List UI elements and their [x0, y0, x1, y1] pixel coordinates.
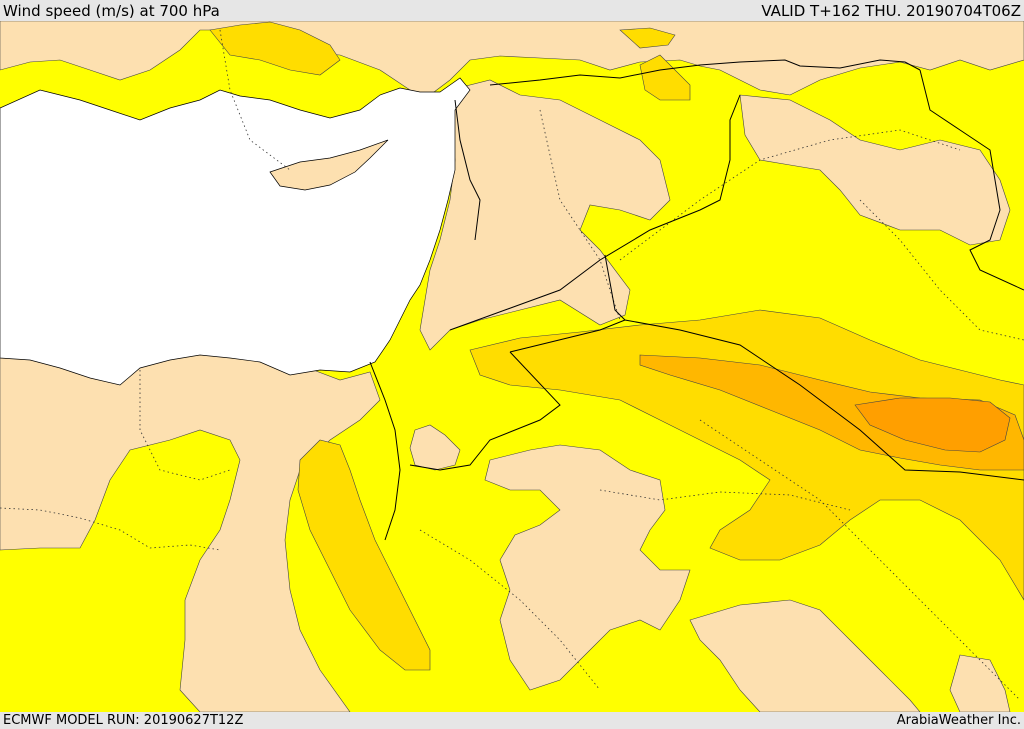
footer-bar: ECMWF MODEL RUN: 20190627T12Z ArabiaWeat… [0, 712, 1024, 729]
national-borders [0, 29, 1024, 701]
valid-time: VALID T+162 THU. 20190704T06Z [761, 2, 1021, 20]
political-boundaries [369, 59, 1024, 541]
credit: ArabiaWeather Inc. [896, 713, 1021, 728]
band-20-25 [854, 397, 1011, 453]
model-run: ECMWF MODEL RUN: 20190627T12Z [3, 713, 244, 728]
cyprus [269, 139, 389, 191]
map-title: Wind speed (m/s) at 700 hPa [3, 2, 220, 20]
band-10-15 [209, 21, 1024, 671]
wind-speed-map [0, 21, 1024, 712]
header-bar: Wind speed (m/s) at 700 hPa VALID T+162 … [0, 0, 1024, 21]
